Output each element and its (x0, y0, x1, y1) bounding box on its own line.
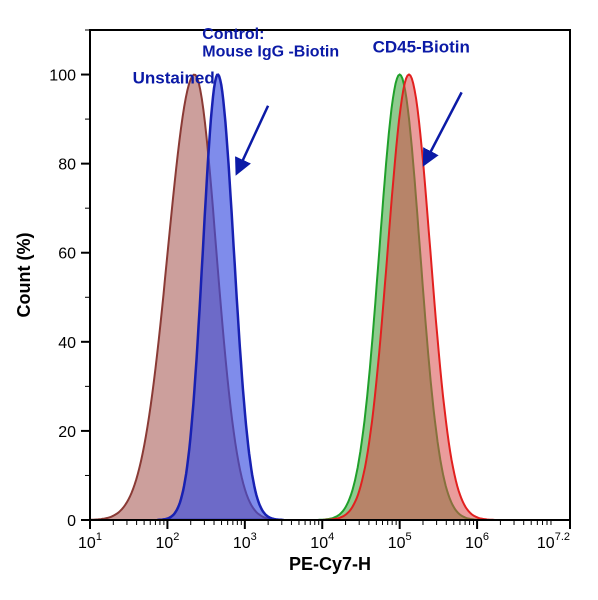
y-tick-label: 0 (67, 513, 76, 530)
y-tick-label: 80 (58, 157, 76, 174)
y-tick-label: 60 (58, 246, 76, 263)
flow-histogram-chart: 020406080100Count (%)1011021031041051061… (0, 0, 598, 600)
x-axis-label: PE-Cy7-H (289, 554, 371, 574)
ann-unstained-label: Unstained (133, 68, 215, 87)
y-tick-label: 40 (58, 335, 76, 352)
y-axis-label: Count (%) (14, 233, 34, 318)
ann-cd45-label: CD45-Biotin (373, 37, 470, 56)
chart-container: 020406080100Count (%)1011021031041051061… (0, 0, 598, 600)
y-tick-label: 20 (58, 424, 76, 441)
y-tick-label: 100 (49, 68, 76, 85)
